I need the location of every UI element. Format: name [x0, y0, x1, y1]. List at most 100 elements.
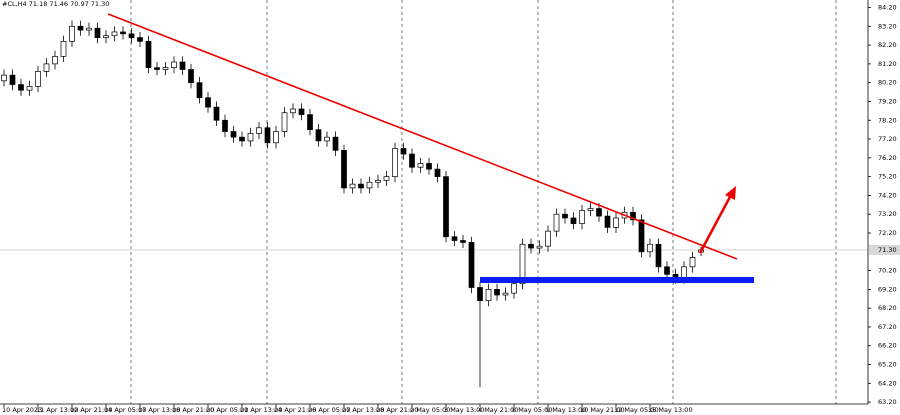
- plot: [0, 20, 868, 388]
- y-tick-label: 79.20: [878, 97, 897, 105]
- candle-body: [171, 61, 177, 68]
- candle-body: [332, 136, 339, 151]
- x-tick-label: 27 Apr 13:00: [342, 406, 384, 414]
- symbol-header: #CL,H4 71.18 71.46 70.97 71.30: [2, 0, 109, 8]
- candle-body: [43, 63, 50, 72]
- candle-body: [35, 71, 41, 87]
- candle-body: [383, 176, 390, 181]
- candle-body: [145, 40, 152, 68]
- candle-body: [111, 31, 118, 37]
- period-separators: [130, 0, 837, 404]
- candle-body: [281, 112, 288, 132]
- candle-body: [528, 243, 534, 249]
- candle-body: [196, 82, 203, 99]
- candle-body: [188, 69, 194, 84]
- arrow-shaft: [698, 194, 733, 254]
- candle-body: [485, 289, 492, 302]
- candle-body: [52, 56, 58, 65]
- candle-body: [638, 219, 645, 253]
- candle-body: [409, 153, 415, 168]
- y-tick-label: 66.20: [878, 342, 897, 350]
- x-tick-label: 12 Apr 21:00: [70, 406, 112, 414]
- candle-body: [579, 210, 585, 224]
- x-tick-label: 24 Apr 21:00: [274, 406, 316, 414]
- candle-body: [647, 243, 653, 253]
- candle-body: [681, 266, 687, 279]
- candle-body: [553, 213, 560, 232]
- x-tick-label: 21 Apr 13:00: [240, 406, 282, 414]
- y-tick-label: 82.20: [878, 41, 897, 49]
- candle-body: [477, 287, 483, 302]
- x-tick-label: 9 May 13:00: [546, 406, 586, 414]
- candle-body: [69, 25, 75, 42]
- candle-body: [205, 97, 211, 108]
- y-tick-label: 78.20: [878, 116, 897, 124]
- candle-body: [349, 183, 356, 189]
- candle-body: [596, 208, 602, 217]
- candle-body: [154, 67, 160, 70]
- candle-body: [26, 86, 33, 91]
- candle-body: [630, 211, 636, 221]
- last-price-label: 71.30: [878, 246, 897, 254]
- candle-body: [103, 35, 109, 38]
- candle-body: [307, 114, 313, 131]
- candle-body: [60, 40, 67, 57]
- x-tick-label: 26 Apr 05:00: [308, 406, 350, 414]
- candle-body: [511, 283, 517, 294]
- x-tick-label: 3 May 13:00: [444, 406, 484, 414]
- y-tick-label: 63.20: [878, 398, 897, 406]
- candle-body: [587, 208, 594, 211]
- candle-body: [613, 217, 619, 228]
- candle-body: [451, 236, 458, 241]
- candle-body: [460, 240, 466, 243]
- x-tick-label: 14 Apr 05:00: [104, 406, 146, 414]
- x-tick-label: 20 Apr 05:00: [206, 406, 248, 414]
- y-tick-label: 64.20: [878, 379, 897, 387]
- y-tick-label: 83.20: [878, 22, 897, 30]
- candle-body: [18, 84, 24, 91]
- y-tick-label: 84.20: [878, 4, 897, 12]
- candle-body: [655, 243, 662, 268]
- trend-line: [107, 13, 738, 260]
- candle-body: [162, 67, 169, 70]
- candle-body: [256, 127, 262, 134]
- x-tick-label: 28 Apr 21:00: [376, 406, 418, 414]
- candle-body: [128, 33, 135, 38]
- candle-body: [324, 136, 330, 142]
- x-tick-label: 8 May 05:00: [512, 406, 552, 414]
- y-tick-label: 77.20: [878, 135, 897, 143]
- candle-body: [222, 119, 228, 132]
- candle-body: [9, 74, 16, 85]
- candle-body: [213, 106, 220, 121]
- candle-body: [77, 25, 84, 31]
- candle-body: [434, 168, 441, 177]
- candle-body: [315, 129, 322, 142]
- x-tick-label: 17 Apr 13:00: [138, 406, 180, 414]
- y-tick-label: 67.20: [878, 323, 897, 331]
- candle-body: [358, 183, 364, 189]
- candle-body: [664, 266, 670, 275]
- x-tick-label: 18 Apr 21:00: [172, 406, 214, 414]
- candle-body: [502, 292, 509, 296]
- y-tick-label: 72.20: [878, 229, 897, 237]
- arrow-head: [725, 186, 736, 200]
- candle-body: [298, 108, 305, 115]
- candle-body: [86, 27, 92, 31]
- support-zone: [480, 277, 754, 283]
- candle-body: [494, 289, 500, 296]
- candle-body: [247, 133, 254, 142]
- y-tick-label: 73.20: [878, 210, 897, 218]
- candle-body: [1, 74, 7, 82]
- candle-body: [570, 217, 577, 224]
- candle-body: [545, 230, 551, 247]
- candle-body: [239, 136, 245, 142]
- x-tick-label: 4 May 21:00: [478, 406, 518, 414]
- candle-body: [120, 31, 126, 35]
- candle-body: [392, 148, 398, 177]
- candle-body: [273, 131, 279, 144]
- candle-body: [562, 213, 568, 219]
- x-tick-label: 10 May 21:00: [580, 406, 625, 414]
